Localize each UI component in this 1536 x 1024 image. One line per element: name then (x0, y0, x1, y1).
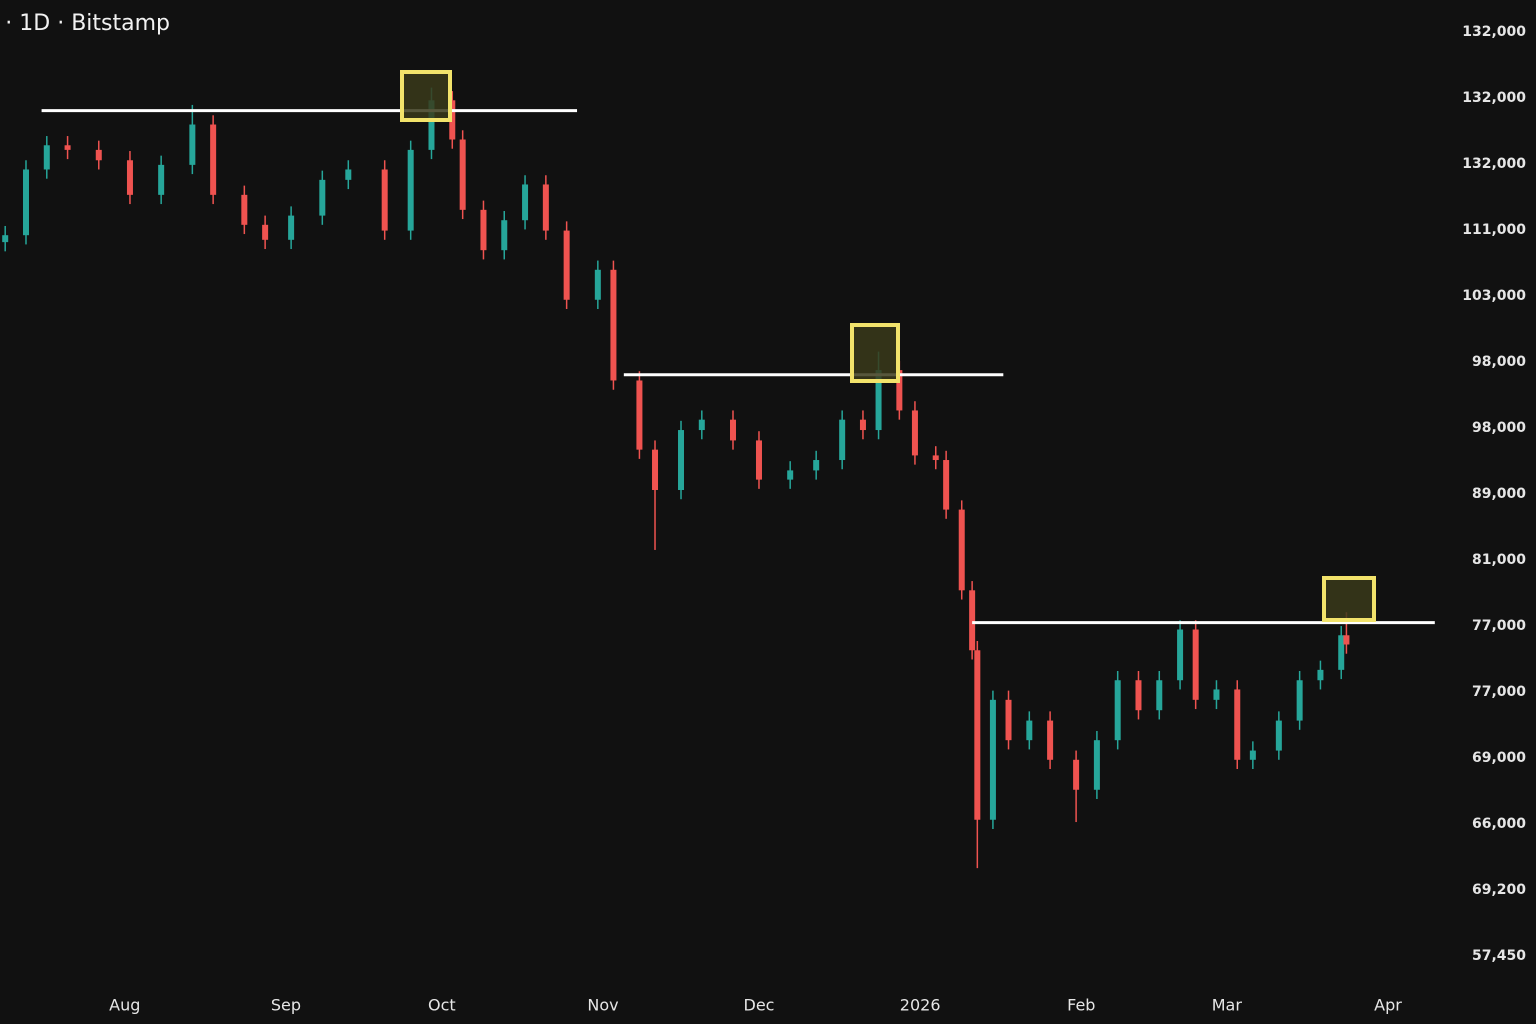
candle-body (1114, 680, 1121, 741)
highlight-boxes (400, 70, 1376, 622)
candle-body (449, 100, 456, 140)
candle-body (262, 224, 269, 240)
candle-body (158, 164, 165, 195)
candle-body (1275, 720, 1282, 751)
candle-body (875, 370, 882, 431)
candle-body (428, 100, 435, 150)
candle-body (95, 149, 102, 161)
candle-body (2, 235, 9, 243)
candle-body (1047, 720, 1054, 760)
x-tick-label: Nov (587, 996, 618, 1015)
candle-body (522, 184, 529, 221)
y-axis-label: 103,000 (1462, 288, 1526, 304)
candle-body (1177, 629, 1184, 681)
candle-body (594, 269, 601, 300)
candle-body (381, 169, 388, 231)
highlight-box (850, 323, 900, 383)
candle-body (859, 419, 866, 431)
y-axis-label: 77,000 (1472, 618, 1526, 634)
candle-body (1192, 629, 1199, 700)
y-axis-label: 111,000 (1462, 222, 1526, 238)
candle-body (1213, 689, 1220, 700)
x-tick-label: Aug (109, 996, 140, 1015)
candle-body (678, 430, 685, 490)
y-axis-label: 89,000 (1472, 486, 1526, 502)
x-tick-label: Mar (1212, 996, 1243, 1015)
y-axis-label: 98,000 (1472, 420, 1526, 436)
candle-body (636, 380, 643, 450)
candle-body (1093, 740, 1100, 790)
candle-body (459, 139, 466, 210)
candle-body (1296, 680, 1303, 721)
candle-body (43, 145, 50, 170)
candle-body (241, 194, 248, 225)
highlight-box (400, 70, 452, 122)
candle-body (1338, 635, 1345, 670)
candle-body (407, 149, 414, 231)
x-tick-label: Feb (1067, 996, 1095, 1015)
candle-body (1026, 720, 1033, 741)
candle-body (126, 160, 133, 195)
y-axis-label: 77,000 (1472, 684, 1526, 700)
candle-body (480, 209, 487, 251)
y-axis-label: 132,000 (1462, 24, 1526, 40)
candle-body (345, 169, 352, 180)
y-axis-label: 69,000 (1472, 750, 1526, 766)
x-tick-label: 2026 (900, 996, 941, 1015)
y-axis-label: 66,000 (1472, 816, 1526, 832)
candle-body (22, 169, 29, 236)
candle-body (943, 460, 950, 510)
candle-body (813, 460, 820, 471)
y-axis-label: 69,200 (1472, 882, 1526, 898)
candle-body (210, 124, 217, 195)
candle-body (189, 124, 196, 165)
y-axis-label: 81,000 (1472, 552, 1526, 568)
candle-body (501, 220, 508, 251)
candle-body (787, 470, 794, 480)
candle-body (911, 410, 918, 456)
candle-body (1317, 669, 1324, 681)
candle-body (563, 230, 570, 300)
candle-body (698, 419, 705, 431)
candle-body (969, 590, 976, 651)
candle-body (652, 449, 659, 490)
candle-body (932, 455, 939, 461)
candle-body (1343, 635, 1350, 645)
candle-body (64, 145, 71, 150)
chart-title: D · 1D · Bitstamp (0, 11, 170, 36)
candle-body (288, 215, 295, 240)
candle-body (989, 699, 996, 820)
candle-body (1005, 699, 1012, 741)
candle-body (958, 509, 965, 591)
y-axis-label: 57,450 (1472, 948, 1526, 964)
highlight-box (1322, 576, 1376, 622)
candle-body (1156, 680, 1163, 711)
candle-body (610, 269, 617, 381)
y-axis-label: 98,000 (1472, 354, 1526, 370)
x-tick-label: Dec (744, 996, 775, 1015)
candle-body (1073, 759, 1080, 790)
y-axis-label: 132,000 (1462, 90, 1526, 106)
candle-body (1234, 689, 1241, 760)
x-tick-label: Apr (1374, 996, 1402, 1015)
candle-body (755, 440, 762, 480)
x-tick-label: Oct (428, 996, 456, 1015)
x-tick-label: Sep (271, 996, 301, 1015)
candle-body (1249, 750, 1256, 760)
y-axis-label: 132,000 (1462, 156, 1526, 172)
candle-body (319, 179, 326, 216)
candle-body (896, 370, 903, 411)
candle-body (839, 419, 846, 461)
candle-body (1135, 680, 1142, 711)
plot (2, 87, 1435, 869)
candle-body (542, 184, 549, 231)
candle-body (729, 419, 736, 441)
candle-body (974, 650, 981, 820)
